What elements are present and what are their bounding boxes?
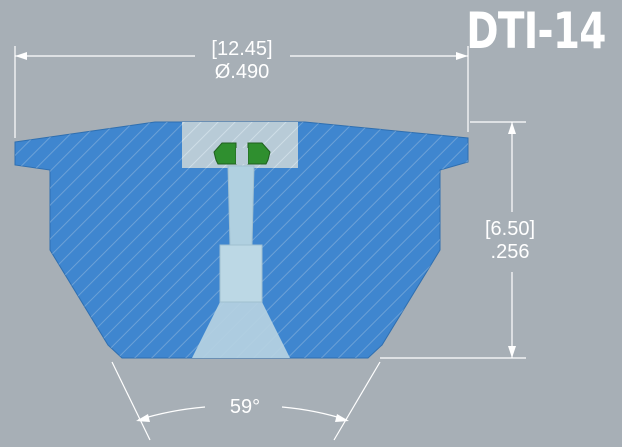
angle-label: 59° xyxy=(229,396,261,418)
width-label: [12.45] Ø.490 xyxy=(197,38,287,84)
angle-dimension xyxy=(111,361,381,441)
o-ring-seal xyxy=(213,142,271,165)
width-imperial-label: Ø.490 xyxy=(214,61,270,83)
height-label: [6.50] .256 xyxy=(470,218,550,264)
product-title: DTI-14 xyxy=(466,2,607,60)
orifice-bore xyxy=(192,165,290,358)
width-dimension xyxy=(14,46,469,138)
height-imperial-label: .256 xyxy=(490,241,530,263)
width-metric-label: [12.45] xyxy=(211,38,273,60)
height-dimension xyxy=(380,121,526,359)
height-metric-label: [6.50] xyxy=(484,218,536,240)
